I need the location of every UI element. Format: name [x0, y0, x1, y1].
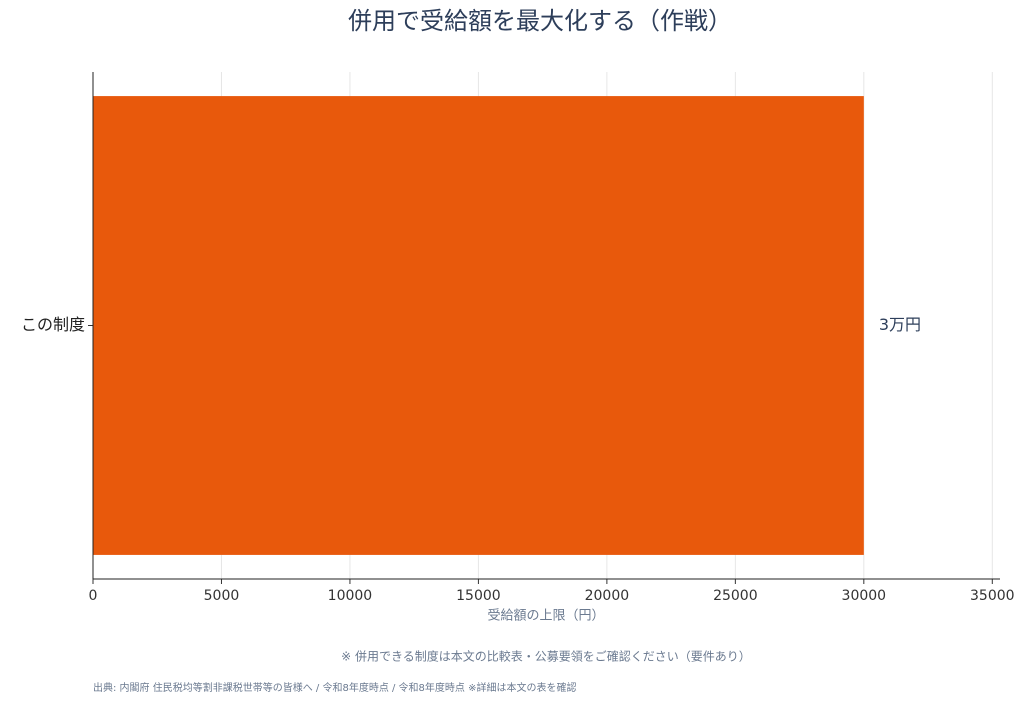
bar: [93, 96, 864, 555]
x-axis-label: 受給額の上限（円）: [487, 609, 604, 624]
x-tick-label: 20000: [585, 588, 630, 604]
y-tick-label: この制度: [21, 315, 85, 334]
note: ※ 併用できる制度は本文の比較表・公募要領をご確認ください（要件あり）: [341, 649, 751, 664]
x-tick-label: 5000: [204, 588, 240, 604]
source: 出典: 内閣府 住民税均等割非課税世帯等の皆様へ / 令和8年度時点 / 令和8…: [93, 681, 576, 694]
x-tick-label: 25000: [713, 588, 758, 604]
chart-title: 併用で受給額を最大化する（作戦）: [348, 7, 732, 35]
x-tick-label: 0: [89, 588, 98, 604]
x-tick-label: 30000: [842, 588, 887, 604]
x-tick-label: 10000: [328, 588, 373, 604]
x-tick-label: 15000: [456, 588, 501, 604]
value-label: 3万円: [879, 315, 921, 334]
x-tick-label: 35000: [970, 588, 1015, 604]
